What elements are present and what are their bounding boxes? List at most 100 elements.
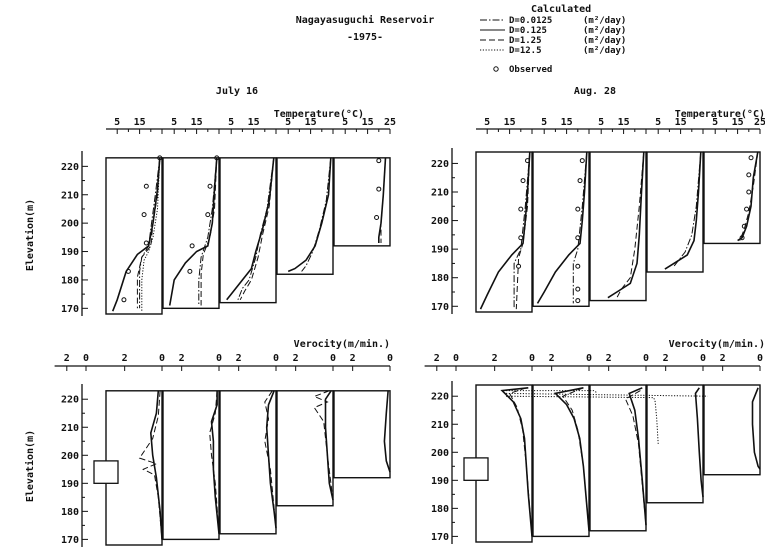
x-tick-label-1-0-1: 15 <box>504 117 516 128</box>
y-tick-label-2-1: 210 <box>61 423 79 434</box>
x-axis-label-2: Verocity(m/min.) <box>294 338 390 350</box>
x-tick-label-2-8: 2 <box>293 353 299 364</box>
observed-point-1-4-4 <box>741 223 747 229</box>
panel-0-4 <box>333 157 391 247</box>
series-3-2-0 <box>628 387 647 526</box>
legend-label-1: D=0.125 <box>509 26 547 36</box>
series-0-0-0 <box>111 157 161 312</box>
x-tick-label-1-2-1: 15 <box>618 117 630 128</box>
legend-unit-1: (m²/day) <box>583 26 626 36</box>
y-tick-label-1-0: 220 <box>431 159 449 170</box>
x-tick-label-2-10: 2 <box>350 353 356 364</box>
series-0-0-3 <box>141 157 161 312</box>
x-tick-label-1-2-0: 5 <box>598 117 604 128</box>
series-1-2-0 <box>607 151 645 299</box>
series-1-3-0 <box>664 151 702 270</box>
inflow-box-2 <box>93 460 119 484</box>
series-3-3-0 <box>694 387 704 498</box>
series-2-0-1 <box>138 390 163 540</box>
y-tick-label-0-3: 190 <box>61 247 79 258</box>
x-tick-label-2-9: 0 <box>330 353 336 364</box>
series-0-1-0 <box>168 157 218 306</box>
observed-point-1-0-3 <box>518 235 524 241</box>
series-3-0-1 <box>508 387 533 537</box>
x-tick-label-1-4-0: 5 <box>712 117 718 128</box>
series-0-2-2 <box>239 157 275 301</box>
y-tick-label-3-3: 190 <box>431 476 449 487</box>
x-axis-label-0: Temperature(°C) <box>274 109 364 120</box>
y-tick-label-0-1: 210 <box>61 190 79 201</box>
x-tick-label-0-4-0: 5 <box>342 117 348 128</box>
x-tick-label-2-7: 0 <box>273 353 279 364</box>
x-tick-label-0-2-1: 15 <box>248 117 260 128</box>
series-3-1-1 <box>562 387 590 531</box>
observed-point-1-4-0 <box>748 155 754 161</box>
x-tick-label-2-1: 0 <box>83 353 89 364</box>
figure-title: Nagayasuguchi Reservoir <box>296 14 434 26</box>
date-label-left: July 16 <box>216 86 258 97</box>
observed-point-1-0-0 <box>525 158 531 164</box>
x-tick-label-1-4-1: 15 <box>732 117 744 128</box>
x-tick-label-1-0-0: 5 <box>484 117 490 128</box>
y-tick-label-2-0: 220 <box>61 395 79 406</box>
series-0-3-0 <box>287 157 332 273</box>
legend-label-3: D=12.5 <box>509 46 542 56</box>
observed-point-0-0-4 <box>125 268 131 274</box>
x-tick-label-0-2-0: 5 <box>228 117 234 128</box>
panel-1-3 <box>646 151 704 273</box>
legend-unit-0: (m²/day) <box>583 16 626 26</box>
observed-point-0-4-1 <box>376 186 382 192</box>
y-tick-label-0-4: 180 <box>61 275 79 286</box>
chart-2: 220210200190180170Elevation(m)Verocity(m… <box>24 338 393 547</box>
x-tick-label-3-2: 2 <box>492 353 498 364</box>
observed-point-1-1-6 <box>575 298 581 304</box>
y-tick-label-3-2: 200 <box>431 448 449 459</box>
series-1-0-2 <box>515 151 531 310</box>
observed-point-0-4-2 <box>374 214 380 220</box>
observed-point-1-4-1 <box>746 172 752 178</box>
x-tick-label-3-8: 2 <box>663 353 669 364</box>
y-tick-label-1-2: 200 <box>431 216 449 227</box>
observed-point-0-1-2 <box>205 212 211 218</box>
x-axis-label-1: Temperature(°C) <box>675 109 765 120</box>
panel-2-1 <box>162 390 220 541</box>
x-tick-label-2-6: 2 <box>236 353 242 364</box>
series-1-4-0 <box>737 151 759 242</box>
panel-0-0 <box>105 157 163 315</box>
series-3-4-0 <box>751 387 761 470</box>
x-tick-label-0-0-1: 15 <box>134 117 146 128</box>
x-axis-label-3: Verocity(m/min.) <box>669 338 765 350</box>
legend: Calculated D=0.0125 (m²/day) D=0.125 (m²/da… <box>480 4 626 75</box>
x-tick-label-1-3-0: 5 <box>655 117 661 128</box>
panel-0-3 <box>276 157 334 275</box>
observed-point-0-1-0 <box>214 155 220 161</box>
observed-point-1-1-2 <box>575 206 581 212</box>
chart-0: 220 210 200 190 180 170 Elevation(m) Temperatur… <box>24 109 396 316</box>
y-tick-label-1-3: 190 <box>431 245 449 256</box>
jet-series-3-2 <box>505 392 708 397</box>
series-2-3-0 <box>324 390 334 501</box>
x-tick-label-1-3-1: 15 <box>675 117 687 128</box>
series-0-4-1 <box>380 157 386 243</box>
x-tick-label-0-3-0: 5 <box>285 117 291 128</box>
legend-unit-3: (m²/day) <box>583 46 626 56</box>
panel-1-4 <box>703 151 761 245</box>
legend-observed-marker <box>493 66 499 72</box>
panel-2-4 <box>333 390 391 479</box>
observed-point-0-0-3 <box>143 240 149 246</box>
y-tick-label-3-4: 180 <box>431 504 449 515</box>
observed-point-1-1-4 <box>575 263 581 269</box>
x-tick-label-2-2: 2 <box>122 353 128 364</box>
x-tick-label-1-4-2: 25 <box>754 117 765 128</box>
observed-point-1-4-2 <box>746 189 752 195</box>
x-tick-label-3-6: 2 <box>606 353 612 364</box>
observed-point-1-4-3 <box>744 206 750 212</box>
x-tick-label-2-3: 0 <box>159 353 165 364</box>
y-tick-label-1-5: 170 <box>431 302 449 313</box>
series-2-3-1 <box>312 390 334 501</box>
series-2-2-0 <box>265 390 277 529</box>
y-tick-label-0-5: 170 <box>61 304 79 315</box>
panel-2-3 <box>276 390 334 507</box>
series-0-0-2 <box>136 157 161 309</box>
